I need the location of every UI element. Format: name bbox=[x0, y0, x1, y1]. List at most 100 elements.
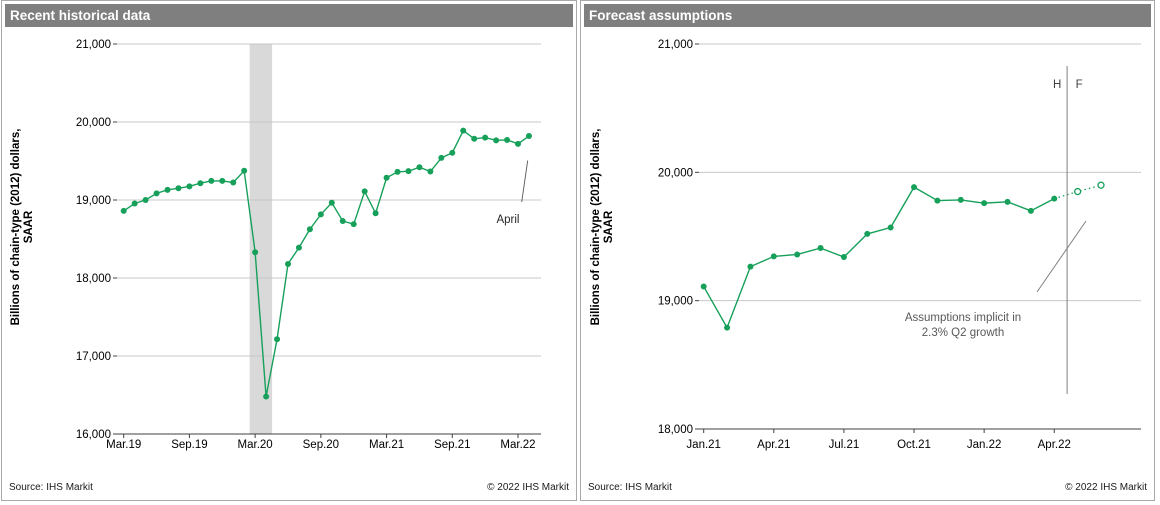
source-label: Source: IHS Markit bbox=[9, 482, 93, 493]
data-point bbox=[515, 140, 522, 147]
data-point bbox=[438, 154, 445, 161]
data-point bbox=[747, 263, 754, 270]
data-point bbox=[525, 133, 532, 140]
assumption-annotation-line2: 2.3% Q2 growth bbox=[922, 327, 1004, 339]
data-point bbox=[957, 196, 964, 203]
y-tick-label: 21,000 bbox=[76, 39, 111, 51]
y-tick-label: 21,000 bbox=[658, 39, 693, 51]
data-point bbox=[394, 168, 401, 175]
data-point bbox=[934, 197, 941, 204]
data-point bbox=[372, 210, 379, 217]
x-tick-label: Mar.20 bbox=[238, 439, 273, 451]
data-point bbox=[482, 134, 489, 141]
data-point bbox=[252, 249, 259, 256]
x-tick-label: Apr.22 bbox=[1038, 439, 1071, 451]
x-tick-label: Mar.21 bbox=[369, 439, 404, 451]
data-point bbox=[274, 336, 281, 343]
data-point bbox=[142, 197, 149, 203]
data-point bbox=[263, 393, 270, 400]
x-tick-label: Jul.21 bbox=[829, 439, 860, 451]
assumption-annotation-line1: Assumptions implicit in bbox=[905, 312, 1021, 324]
y-tick-label: 16,000 bbox=[76, 429, 111, 441]
data-point bbox=[350, 221, 357, 228]
historical-panel: Recent historical data 16,000 17,000 18,00… bbox=[1, 0, 577, 501]
x-tick-label: Oct.21 bbox=[897, 439, 931, 451]
copyright-label: © 2022 IHS Markit bbox=[1065, 482, 1147, 493]
data-point bbox=[724, 324, 731, 331]
y-tick-label: 19,000 bbox=[76, 195, 111, 207]
y-axis-title: Billions of chain-type (2012) dollars,SA… bbox=[10, 129, 35, 326]
data-point bbox=[427, 168, 434, 175]
data-point bbox=[911, 184, 918, 191]
y-tick-label: 18,000 bbox=[76, 273, 111, 285]
historical-panel-footer: Source: IHS Markit © 2022 IHS Markit bbox=[9, 482, 569, 493]
assumption-callout-line bbox=[1036, 220, 1087, 293]
forecast-point bbox=[1073, 187, 1082, 196]
data-point bbox=[306, 226, 313, 233]
data-point bbox=[864, 230, 871, 237]
x-tick-label: Sep.19 bbox=[171, 439, 207, 451]
forecast-point bbox=[1097, 181, 1105, 189]
april-callout-line bbox=[521, 160, 529, 203]
forecast-panel-footer: Source: IHS Markit © 2022 IHS Markit bbox=[588, 482, 1147, 493]
data-point bbox=[416, 164, 423, 171]
forecast-panel: Forecast assumptions 18,000 19,000 20,000 2… bbox=[580, 0, 1155, 501]
data-point bbox=[186, 183, 193, 190]
data-point bbox=[383, 174, 390, 181]
data-point bbox=[241, 167, 248, 174]
forecast-chart: 18,000 19,000 20,000 21,000 Jan.21 Apr.21 Jul.… bbox=[590, 39, 1141, 451]
data-point bbox=[504, 136, 511, 143]
series-line-history bbox=[703, 186, 1055, 330]
data-point bbox=[700, 283, 707, 290]
historical-panel-title: Recent historical data bbox=[5, 4, 573, 27]
data-point bbox=[317, 211, 324, 218]
data-point bbox=[405, 168, 412, 175]
y-tick-label: 17,000 bbox=[76, 351, 111, 363]
y-tick-label: 20,000 bbox=[658, 167, 693, 179]
data-point bbox=[471, 135, 478, 142]
april-annotation: April bbox=[496, 214, 519, 226]
data-point bbox=[981, 200, 988, 207]
data-point bbox=[770, 253, 777, 260]
data-point bbox=[460, 127, 467, 134]
x-tick-label: Mar.19 bbox=[106, 439, 141, 451]
y-tick-label: 19,000 bbox=[658, 296, 693, 308]
data-point bbox=[794, 251, 801, 258]
data-point bbox=[449, 149, 456, 156]
data-point bbox=[120, 207, 127, 214]
data-point bbox=[295, 244, 302, 251]
data-point bbox=[230, 179, 237, 186]
x-tick-label: Apr.21 bbox=[757, 439, 790, 451]
x-tick-label: Sep.20 bbox=[303, 439, 339, 451]
data-point bbox=[1004, 198, 1011, 205]
x-tick-label: Sep.21 bbox=[434, 439, 470, 451]
recession-band bbox=[249, 44, 273, 434]
series-line-forecast bbox=[1054, 184, 1102, 200]
x-tick-label: Jan.22 bbox=[967, 439, 1002, 451]
data-point bbox=[208, 177, 215, 184]
y-tick-label: 18,000 bbox=[658, 424, 693, 436]
data-point bbox=[887, 224, 894, 231]
copyright-label: © 2022 IHS Markit bbox=[487, 482, 569, 493]
data-point bbox=[361, 188, 368, 195]
series-line-history bbox=[123, 129, 530, 397]
forecast-panel-title: Forecast assumptions bbox=[584, 4, 1151, 27]
data-point bbox=[175, 185, 182, 192]
data-point bbox=[1027, 207, 1034, 214]
data-point bbox=[328, 199, 335, 206]
data-point bbox=[153, 190, 160, 197]
data-point bbox=[197, 180, 204, 187]
historical-chart: 16,000 17,000 18,000 19,000 20,000 21,000 Mar.… bbox=[10, 39, 541, 451]
x-tick-label: Mar.22 bbox=[500, 439, 535, 451]
data-point bbox=[339, 218, 346, 225]
data-point bbox=[817, 245, 824, 252]
history-label: H bbox=[1053, 79, 1061, 91]
data-point bbox=[284, 260, 291, 267]
y-tick-label: 20,000 bbox=[76, 117, 111, 129]
x-tick-label: Jan.21 bbox=[686, 439, 721, 451]
data-point bbox=[493, 137, 500, 144]
source-label: Source: IHS Markit bbox=[588, 482, 672, 493]
data-point bbox=[219, 177, 226, 184]
data-point bbox=[1051, 195, 1058, 202]
